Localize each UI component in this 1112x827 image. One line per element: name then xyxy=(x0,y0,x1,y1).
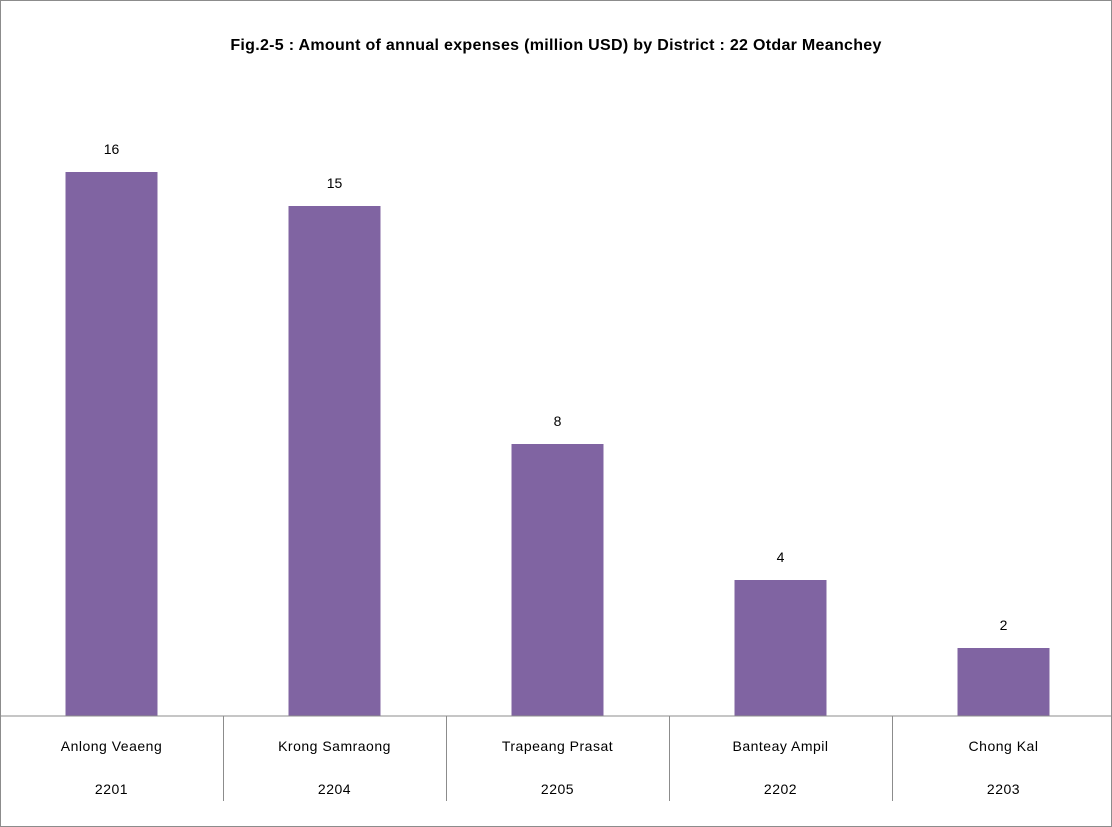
district-code-2205: 2205 xyxy=(541,781,574,797)
category-label-2203: Chong Kal xyxy=(969,738,1039,754)
district-code-2201: 2201 xyxy=(95,781,128,797)
data-label-2201: 16 xyxy=(104,141,120,157)
district-code-2202: 2202 xyxy=(764,781,797,797)
district-code-2203: 2203 xyxy=(987,781,1020,797)
bar-2202 xyxy=(734,580,827,716)
data-label-2205: 8 xyxy=(554,413,562,429)
data-label-2204: 15 xyxy=(327,175,343,191)
category-label-2205: Trapeang Prasat xyxy=(502,738,613,754)
category-label-2204: Krong Samraong xyxy=(278,738,391,754)
bar-2205 xyxy=(511,444,604,716)
category-label-2202: Banteay Ampil xyxy=(733,738,829,754)
data-label-2202: 4 xyxy=(777,549,785,565)
data-label-2203: 2 xyxy=(1000,617,1008,633)
bar-2201 xyxy=(65,172,158,716)
bar-2203 xyxy=(957,648,1050,716)
district-code-2204: 2204 xyxy=(318,781,351,797)
bar-2204 xyxy=(288,206,381,716)
category-label-2201: Anlong Veaeng xyxy=(61,738,162,754)
chart-title: Fig.2-5 : Amount of annual expenses (mil… xyxy=(230,37,882,54)
